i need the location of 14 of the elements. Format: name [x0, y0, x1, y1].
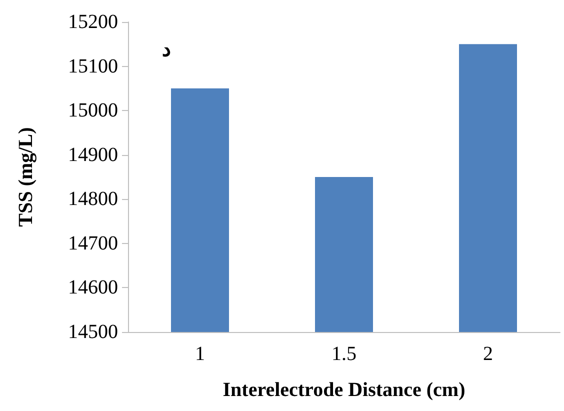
x-axis-title: Interelectrode Distance (cm)	[222, 379, 466, 401]
annotation: د	[162, 39, 171, 61]
x-tick-label: 1.5	[332, 343, 356, 365]
y-tick-label: 14700	[68, 232, 118, 254]
y-tick-label: 14500	[68, 321, 118, 343]
y-tick-label: 14600	[68, 276, 118, 299]
y-axis-title: TSS (mg/L)	[15, 127, 37, 227]
y-tick-label: 15200	[68, 11, 118, 33]
x-tick-label: 2	[483, 343, 493, 365]
x-tick-label: 1	[195, 343, 205, 365]
y-tick-label: 14900	[68, 144, 118, 166]
y-tick-label: 15100	[68, 55, 118, 78]
y-tick-label: 15000	[68, 100, 118, 122]
y-tick-label: 14800	[68, 188, 118, 210]
